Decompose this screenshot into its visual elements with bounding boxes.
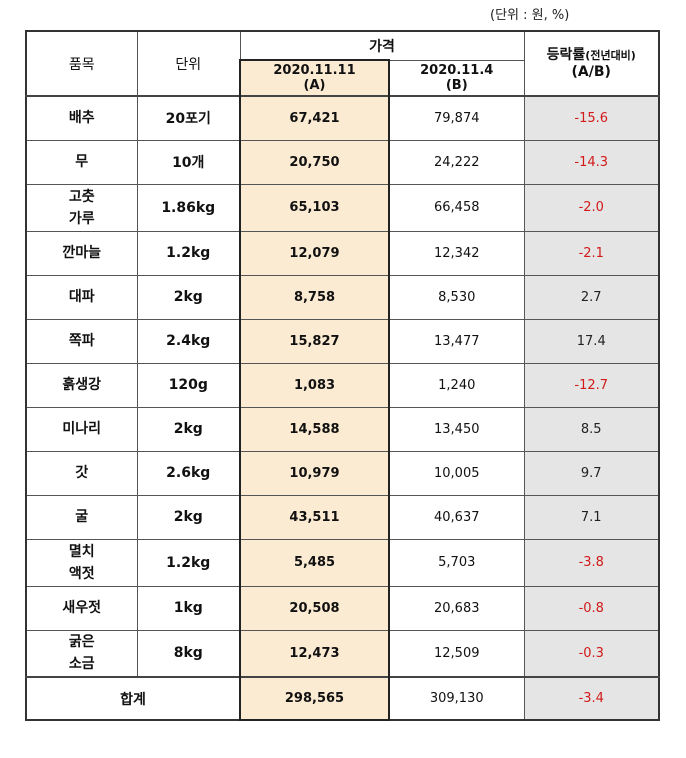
unit-cell: 10개	[136, 139, 241, 185]
rate-cell: 8.5	[523, 406, 660, 452]
header-unit: 단위	[136, 30, 241, 97]
item-cell: 갓	[25, 450, 138, 496]
item-cell: 배추	[25, 95, 138, 141]
price-a-cell: 12,079	[239, 230, 390, 276]
rate-cell: 7.1	[523, 494, 660, 540]
item-cell: 새우젓	[25, 585, 138, 631]
table-row: 쪽파 2.4kg 15,827 13,477 17.4	[25, 318, 660, 364]
header-date-a-text: 2020.11.11	[273, 63, 356, 78]
table-row: 고춧 가루 1.86kg 65,103 66,458 -2.0	[25, 183, 660, 232]
price-b-cell: 8,530	[388, 274, 525, 320]
total-a: 298,565	[239, 676, 390, 721]
unit-note: (단위 : 원, %)	[490, 8, 570, 23]
rate-cell: 2.7	[523, 274, 660, 320]
price-a-cell: 8,758	[239, 274, 390, 320]
price-b-cell: 66,458	[388, 183, 525, 232]
table-row: 배추 20포기 67,421 79,874 -15.6	[25, 95, 660, 141]
header-price-group: 가격	[239, 30, 525, 61]
rate-cell: -3.8	[523, 538, 660, 587]
rate-cell: -2.0	[523, 183, 660, 232]
price-a-cell: 10,979	[239, 450, 390, 496]
header-rate-sub: (전년대비)	[585, 49, 636, 62]
price-b-cell: 79,874	[388, 95, 525, 141]
unit-cell: 120g	[136, 362, 241, 408]
item-cell: 고춧 가루	[25, 183, 138, 232]
header-rate-main: 등락률	[546, 47, 586, 63]
rate-cell: -2.1	[523, 230, 660, 276]
rate-cell: -12.7	[523, 362, 660, 408]
header-label-a: (A)	[303, 78, 326, 93]
unit-cell: 20포기	[136, 95, 241, 141]
table-row: 새우젓 1kg 20,508 20,683 -0.8	[25, 585, 660, 631]
header-date-b: 2020.11.4 (B)	[388, 59, 525, 97]
price-a-cell: 43,511	[239, 494, 390, 540]
total-b: 309,130	[388, 676, 525, 721]
rate-cell: -15.6	[523, 95, 660, 141]
rate-cell: -14.3	[523, 139, 660, 185]
price-a-cell: 67,421	[239, 95, 390, 141]
total-row: 합계 298,565 309,130 -3.4	[25, 676, 660, 721]
price-a-cell: 15,827	[239, 318, 390, 364]
table-row: 굵은 소금 8kg 12,473 12,509 -0.3	[25, 629, 660, 678]
table-row: 굴 2kg 43,511 40,637 7.1	[25, 494, 660, 540]
header-date-a: 2020.11.11 (A)	[239, 59, 390, 97]
table-row: 멸치 액젓 1.2kg 5,485 5,703 -3.8	[25, 538, 660, 587]
price-a-cell: 65,103	[239, 183, 390, 232]
price-b-cell: 12,342	[388, 230, 525, 276]
item-cell: 깐마늘	[25, 230, 138, 276]
unit-cell: 1.86kg	[136, 183, 241, 232]
header-rate-ratio: (A/B)	[571, 64, 611, 80]
table-row: 깐마늘 1.2kg 12,079 12,342 -2.1	[25, 230, 660, 276]
item-cell: 흙생강	[25, 362, 138, 408]
rate-cell: 9.7	[523, 450, 660, 496]
price-b-cell: 10,005	[388, 450, 525, 496]
unit-cell: 1.2kg	[136, 538, 241, 587]
price-b-cell: 13,477	[388, 318, 525, 364]
price-b-cell: 12,509	[388, 629, 525, 678]
price-a-cell: 20,508	[239, 585, 390, 631]
price-a-cell: 5,485	[239, 538, 390, 587]
price-a-cell: 14,588	[239, 406, 390, 452]
header-date-b-text: 2020.11.4	[420, 62, 494, 78]
item-cell: 쪽파	[25, 318, 138, 364]
item-cell: 굵은 소금	[25, 629, 138, 678]
price-a-cell: 1,083	[239, 362, 390, 408]
table-row: 무 10개 20,750 24,222 -14.3	[25, 139, 660, 185]
header-item: 품목	[25, 30, 138, 97]
unit-cell: 8kg	[136, 629, 241, 678]
unit-cell: 2.6kg	[136, 450, 241, 496]
price-table: 품목 단위 가격 등락률(전년대비) (A/B) 2020.11.11 (A) …	[25, 30, 660, 721]
item-cell: 대파	[25, 274, 138, 320]
price-b-cell: 13,450	[388, 406, 525, 452]
price-b-cell: 5,703	[388, 538, 525, 587]
item-cell: 무	[25, 139, 138, 185]
table-row: 갓 2.6kg 10,979 10,005 9.7	[25, 450, 660, 496]
unit-cell: 2.4kg	[136, 318, 241, 364]
item-cell: 멸치 액젓	[25, 538, 138, 587]
total-rate: -3.4	[523, 676, 660, 721]
rate-cell: 17.4	[523, 318, 660, 364]
table-row: 대파 2kg 8,758 8,530 2.7	[25, 274, 660, 320]
price-b-cell: 20,683	[388, 585, 525, 631]
unit-cell: 1kg	[136, 585, 241, 631]
unit-cell: 1.2kg	[136, 230, 241, 276]
unit-cell: 2kg	[136, 406, 241, 452]
table-row: 미나리 2kg 14,588 13,450 8.5	[25, 406, 660, 452]
rate-cell: -0.8	[523, 585, 660, 631]
rate-cell: -0.3	[523, 629, 660, 678]
total-label: 합계	[25, 676, 241, 721]
price-b-cell: 24,222	[388, 139, 525, 185]
header-label-b: (B)	[445, 77, 468, 93]
price-b-cell: 1,240	[388, 362, 525, 408]
unit-cell: 2kg	[136, 494, 241, 540]
item-cell: 굴	[25, 494, 138, 540]
unit-cell: 2kg	[136, 274, 241, 320]
price-b-cell: 40,637	[388, 494, 525, 540]
item-cell: 미나리	[25, 406, 138, 452]
price-a-cell: 20,750	[239, 139, 390, 185]
header-rate: 등락률(전년대비) (A/B)	[523, 30, 660, 97]
table-row: 흙생강 120g 1,083 1,240 -12.7	[25, 362, 660, 408]
price-a-cell: 12,473	[239, 629, 390, 678]
